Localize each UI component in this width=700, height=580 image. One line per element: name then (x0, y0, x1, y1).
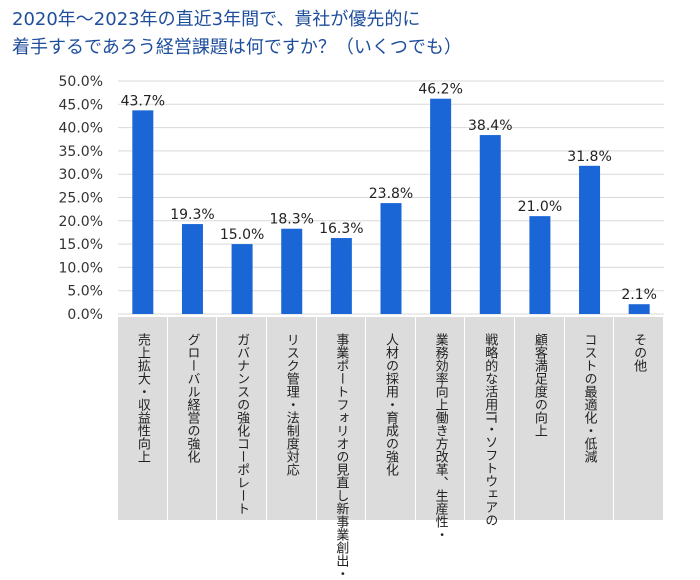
bar-chart: 0.0% 5.0% 10.0% 15.0% 20.0% 25.0% 30.0% 35.0% 40… (59, 74, 664, 323)
category-label: 働き方改革、生産性・ 業務効率向上 (432, 333, 449, 541)
category-label-line: その他 (631, 333, 647, 372)
data-label: 38.4% (468, 118, 512, 134)
y-tick-label: 35.0% (59, 144, 103, 160)
category-label-line: コストの最適化・低減 (581, 333, 597, 463)
y-axis-ticks: 0.0% 5.0% 10.0% 15.0% 20.0% 25.0% 30.0% 35.0% 40… (59, 74, 103, 323)
category-label-box: その他 (614, 317, 664, 520)
category-label-box: 顧客満足度の向上 (515, 317, 565, 520)
category-label-box: 人材の採用・育成の強化 (366, 317, 416, 520)
category-label-line: コーポレート (234, 437, 250, 515)
bar (231, 244, 253, 314)
data-label: 31.8% (567, 149, 611, 165)
bar (330, 238, 352, 314)
category-label-line: 事業ポートフォリオの見直し (333, 333, 349, 502)
y-tick-label: 20.0% (59, 214, 103, 230)
category-label: コストの最適化・低減 (581, 333, 598, 463)
y-tick-label: 50.0% (59, 74, 103, 90)
category-label: グローバル経営の強化 (183, 333, 200, 463)
data-labels: 43.7% 19.3% 15.0% 18.3% 16.3% 23.8% 46.2% 38.4%… (121, 82, 657, 304)
y-tick-label: 10.0% (59, 260, 103, 276)
gridlines (118, 80, 664, 315)
category-label: コーポレート ガバナンスの強化 (233, 333, 250, 515)
category-label-box: 新事業創出・ 事業ポートフォリオの見直し (316, 317, 367, 580)
category-label: IT・ソフトウェアの 戦略的な活用 (481, 333, 498, 527)
bar (380, 203, 402, 314)
bar (628, 304, 650, 314)
chart-title-line-2: 着手するであろう経営課題は何ですか？（いくつでも） (12, 37, 462, 58)
data-label: 16.3% (319, 221, 363, 237)
category-label-box: コストの最適化・低減 (564, 317, 615, 520)
y-tick-label: 30.0% (59, 167, 103, 183)
bar (430, 98, 452, 314)
chart-title-line-1: 2020年～2023年の直近3年間で、貴社が優先的に (12, 9, 421, 30)
category-label-line: 働き方改革、生産性・ (432, 411, 448, 541)
category-label-line: 新事業創出・ (333, 502, 349, 580)
category-label-box: 働き方改革、生産性・ 業務効率向上 (415, 317, 466, 541)
y-tick-label: 40.0% (59, 121, 103, 137)
category-label-box: 売上拡大・収益性向上 (118, 317, 168, 520)
bar (479, 135, 501, 314)
category-label-line: 業務効率向上 (432, 333, 448, 411)
data-label: 23.8% (369, 186, 413, 202)
category-label-box: コーポレート ガバナンスの強化 (217, 317, 267, 520)
category-label: 人材の採用・育成の強化 (382, 333, 399, 476)
category-label-line: リスク管理・法制度対応 (283, 333, 299, 476)
data-label: 21.0% (518, 199, 562, 215)
data-label: 15.0% (220, 227, 264, 243)
data-label: 43.7% (121, 93, 165, 109)
category-label-line: 戦略的な活用 (482, 333, 498, 411)
y-tick-label: 25.0% (59, 191, 103, 207)
category-label-box: グローバル経営の強化 (167, 317, 218, 520)
bar (529, 216, 551, 314)
bar (579, 165, 601, 314)
category-label-line: グローバル経営の強化 (184, 333, 200, 463)
y-tick-label: 0.0% (67, 307, 103, 323)
category-label-line: IT・ソフトウェアの (482, 411, 498, 527)
data-label: 19.3% (170, 207, 214, 223)
category-label: 新事業創出・ 事業ポートフォリオの見直し (332, 333, 349, 580)
y-tick-label: 5.0% (67, 284, 103, 300)
category-label-line: 売上拡大・収益性向上 (134, 333, 150, 463)
category-label: リスク管理・法制度対応 (283, 333, 300, 476)
category-label: 顧客満足度の向上 (531, 333, 548, 437)
bars (132, 98, 650, 314)
category-label-line: 人材の採用・育成の強化 (382, 333, 398, 476)
category-label: その他 (630, 333, 647, 372)
chart-title: 2020年～2023年の直近3年間で、貴社が優先的に 着手するであろう経営課題は… (12, 6, 462, 62)
data-label: 46.2% (418, 82, 462, 98)
data-label: 18.3% (269, 212, 313, 228)
category-label-line: ガバナンスの強化 (234, 333, 250, 437)
category-label-line: 顧客満足度の向上 (531, 333, 547, 437)
y-tick-label: 15.0% (59, 237, 103, 253)
category-label-box: IT・ソフトウェアの 戦略的な活用 (465, 317, 516, 527)
y-tick-label: 45.0% (59, 97, 103, 113)
bar (132, 110, 154, 314)
bar (181, 224, 203, 314)
category-label-box: リスク管理・法制度対応 (266, 317, 317, 520)
category-label: 売上拡大・収益性向上 (134, 333, 151, 463)
bar (281, 228, 303, 314)
data-label: 2.1% (621, 287, 657, 303)
